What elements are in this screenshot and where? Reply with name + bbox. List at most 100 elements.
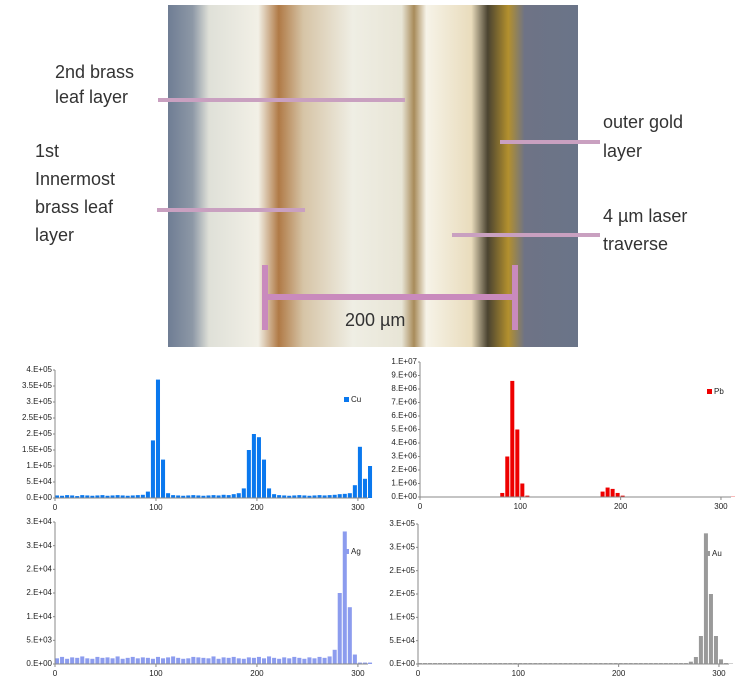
bar (510, 380, 515, 497)
bar (171, 656, 176, 664)
legend-label: Au (712, 549, 722, 558)
chart: 0.E+00 5.E+03 1.E+04 2.E+04 2.E+04 3.E+04 3.E+… (26, 517, 373, 678)
bar (120, 658, 125, 664)
annotation: traverse (603, 234, 668, 254)
bar (206, 658, 211, 664)
bar (307, 495, 312, 498)
x-tick-label: 200 (250, 669, 264, 678)
bar (332, 649, 337, 664)
bar (241, 658, 246, 664)
bar (505, 456, 510, 497)
bar (100, 495, 105, 498)
x-tick-label: 200 (250, 503, 264, 512)
x-tick-label: 200 (614, 502, 628, 511)
bar (70, 657, 75, 664)
bar (307, 657, 312, 664)
bar (322, 495, 327, 498)
bar (216, 495, 221, 498)
y-tick-label: 3.E+06 (391, 452, 417, 461)
chart: 0.E+00 1.E+06 2.E+06 3.E+06 4.E+06 5.E+06 6.E+… (391, 357, 736, 511)
bar (196, 657, 201, 664)
bar (332, 494, 337, 498)
bar (251, 434, 256, 498)
bar (150, 658, 155, 664)
bar (140, 494, 145, 498)
y-tick-label: 0.E+00 (26, 659, 52, 668)
bar (698, 636, 703, 664)
bar (357, 446, 362, 498)
y-tick-label: 2.E+06 (391, 465, 417, 474)
bar (211, 495, 216, 498)
bar (155, 379, 161, 498)
chart: 0.E+00 5.E+04 1.E+05 2.E+05 2.E+05 3.E+05 3.E+… (389, 519, 734, 678)
legend-swatch (705, 551, 710, 556)
bar (256, 437, 261, 498)
bar (317, 495, 322, 498)
bar (713, 636, 718, 664)
bar (312, 495, 317, 498)
bar (70, 495, 75, 498)
bar (110, 658, 115, 664)
y-tick-label: 5.E+03 (26, 635, 52, 644)
bar (55, 495, 60, 498)
y-tick-label: 9.E+06 (391, 371, 417, 380)
bar (267, 656, 272, 664)
legend-swatch (344, 397, 349, 402)
y-tick-label: 8.E+06 (391, 384, 417, 393)
bar (105, 657, 110, 664)
bar (95, 495, 100, 498)
legend-label: Pb (714, 387, 724, 396)
scale-bar (262, 265, 518, 330)
bar (60, 495, 65, 498)
bar (95, 656, 100, 664)
bar (60, 656, 65, 664)
bar (221, 494, 226, 498)
bar (90, 658, 95, 664)
bar (277, 658, 282, 664)
x-tick-label: 0 (416, 669, 421, 678)
scale-label: 200 µm (345, 310, 405, 330)
x-tick-label: 100 (514, 502, 528, 511)
bar (362, 478, 367, 498)
bar (718, 659, 723, 664)
bar (85, 658, 90, 664)
x-tick-label: 100 (149, 503, 163, 512)
y-tick-label: 1.E+04 (26, 612, 52, 621)
y-tick-label: 2.E+04 (26, 564, 52, 573)
y-tick-label: 4.E+06 (391, 438, 417, 447)
y-tick-label: 1.E+07 (391, 357, 417, 366)
bar (615, 492, 620, 497)
bar (277, 495, 282, 498)
annotation: 2nd brass (55, 62, 134, 82)
x-tick-label: 100 (512, 669, 526, 678)
bar (605, 487, 610, 497)
bar (525, 495, 530, 497)
bar (75, 496, 80, 498)
bar (186, 495, 191, 498)
legend-swatch (707, 389, 712, 394)
bar (292, 495, 297, 498)
bar (231, 494, 236, 498)
bar (347, 493, 352, 498)
y-tick-label: 2.E+04 (26, 588, 52, 597)
bar (206, 495, 211, 498)
y-tick-label: 3.E+04 (26, 517, 52, 526)
bar (171, 495, 176, 498)
y-tick-label: 3.5E+05 (22, 381, 53, 390)
bar (352, 654, 357, 664)
legend-label: Cu (351, 395, 361, 404)
y-tick-label: 6.E+06 (391, 411, 417, 420)
bar (150, 440, 155, 498)
bar (176, 495, 181, 498)
bar (236, 658, 241, 664)
y-tick-label: 5.E+04 (389, 636, 415, 645)
bar (272, 657, 277, 664)
bar (135, 495, 140, 498)
x-tick-label: 0 (53, 669, 58, 678)
y-tick-label: 1.E+05 (389, 612, 415, 621)
y-tick-label: 5.E+06 (391, 425, 417, 434)
micrograph: 200 µm (157, 5, 600, 347)
bar (145, 491, 150, 498)
annotation: leaf layer (55, 87, 128, 107)
